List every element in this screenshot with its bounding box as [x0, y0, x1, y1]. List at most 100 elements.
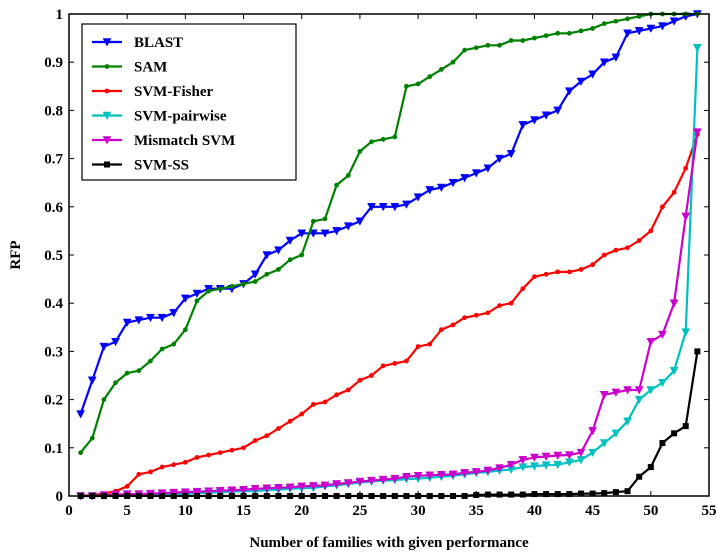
data-point	[146, 313, 155, 323]
data-point	[104, 88, 110, 94]
data-point	[564, 451, 574, 460]
data-point	[681, 328, 691, 337]
data-point	[543, 33, 549, 39]
y-tick-label: 0.6	[44, 200, 63, 216]
data-point	[485, 310, 491, 316]
data-point	[415, 81, 421, 87]
data-point	[484, 491, 491, 498]
data-point	[169, 488, 179, 498]
data-point	[148, 358, 153, 364]
series-line	[80, 351, 699, 498]
data-point	[104, 64, 110, 69]
data-point	[692, 43, 702, 53]
data-point	[694, 348, 701, 355]
data-point	[425, 471, 435, 480]
data-point	[124, 483, 130, 489]
data-point	[413, 193, 423, 202]
data-point	[390, 474, 400, 484]
legend-label: BLAST	[134, 35, 183, 51]
legend-entry: SVM-Fisher	[92, 84, 213, 100]
data-point	[241, 445, 246, 451]
data-point	[473, 312, 479, 318]
y-tick-label: 0.5	[44, 248, 63, 264]
data-point	[357, 377, 363, 383]
y-tick-label: 0.3	[44, 344, 63, 360]
data-point	[392, 361, 398, 366]
data-point	[634, 395, 644, 405]
data-point	[601, 490, 608, 497]
data-point	[692, 128, 702, 137]
data-point	[543, 491, 550, 498]
x-tick-label: 30	[411, 503, 426, 519]
y-tick-label: 0.8	[44, 103, 63, 119]
data-point	[355, 477, 365, 487]
data-point	[287, 257, 293, 263]
x-tick-label: 0	[65, 503, 73, 519]
legend-entry: BLAST	[92, 35, 183, 51]
data-point	[578, 28, 584, 34]
data-point	[343, 479, 353, 488]
data-point	[104, 161, 110, 168]
data-point	[462, 315, 468, 321]
x-tick-label: 45	[585, 503, 600, 519]
data-point	[613, 247, 619, 253]
data-point	[262, 251, 272, 260]
data-point	[555, 269, 561, 275]
data-point	[671, 189, 677, 195]
x-tick-label: 35	[469, 503, 484, 519]
y-tick-label: 0.7	[44, 152, 63, 168]
data-point	[518, 121, 528, 130]
series-sam	[78, 11, 700, 456]
data-point	[229, 283, 235, 289]
y-tick-label: 0.2	[44, 393, 63, 409]
data-point	[566, 491, 573, 498]
data-point	[623, 386, 632, 395]
data-point	[566, 30, 572, 36]
data-point	[460, 469, 470, 478]
data-point	[252, 438, 258, 443]
data-point	[436, 183, 446, 193]
legend: BLAST SAM SVM-Fisher SVM-pairwise Mismatch S…	[81, 23, 297, 181]
x-axis-label: Number of families with given performanc…	[249, 535, 529, 551]
data-point	[204, 487, 214, 496]
data-point	[357, 148, 363, 154]
data-point	[634, 27, 644, 36]
data-point	[332, 480, 342, 489]
data-point	[646, 386, 656, 395]
data-point	[124, 370, 130, 376]
data-point	[332, 227, 342, 236]
data-point	[262, 484, 272, 493]
data-point	[520, 38, 526, 43]
data-point	[648, 228, 654, 234]
data-point	[485, 42, 491, 48]
data-point	[285, 236, 295, 246]
data-point	[159, 346, 165, 352]
data-point	[102, 136, 112, 145]
data-point	[322, 216, 328, 222]
data-point	[136, 471, 142, 477]
legend-entry: SVM-SS	[92, 158, 189, 174]
data-point	[274, 484, 283, 493]
data-point	[636, 14, 642, 19]
data-point	[415, 344, 421, 349]
data-point	[634, 386, 644, 395]
data-point	[182, 459, 188, 465]
data-point	[601, 21, 607, 27]
data-point	[520, 286, 526, 292]
data-point	[497, 303, 502, 309]
legend-entry: Mismatch SVM	[92, 133, 235, 149]
data-point	[646, 24, 656, 33]
data-point	[636, 473, 643, 480]
data-point	[462, 47, 468, 53]
data-point	[497, 42, 502, 48]
data-point	[601, 252, 607, 258]
data-point	[625, 16, 630, 22]
legend-label: SVM-Fisher	[134, 84, 213, 100]
data-point	[355, 217, 365, 226]
data-point	[438, 327, 444, 333]
data-point	[99, 342, 109, 352]
data-point	[588, 427, 598, 436]
data-point	[611, 429, 621, 438]
y-axis-label: RFP	[8, 240, 24, 269]
data-point	[471, 468, 481, 477]
